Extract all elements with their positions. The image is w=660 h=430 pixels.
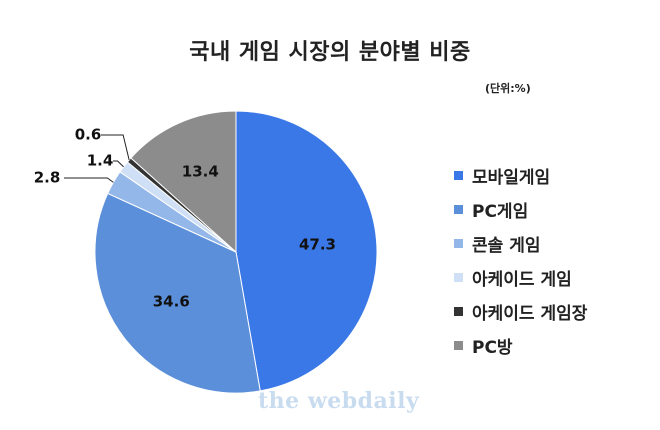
- legend-label: 콘솔 게임: [472, 235, 541, 256]
- pie-slices: [94, 110, 378, 394]
- leader-lines: [64, 134, 130, 183]
- legend-item-pc방: PC방: [454, 328, 587, 362]
- data-label-아케이드-게임장: 0.6: [75, 126, 102, 144]
- legend-swatch: [454, 272, 463, 282]
- chart-title: 국내 게임 시장의 분야별 비중: [189, 40, 471, 65]
- legend-swatch: [454, 306, 463, 316]
- legend-label: 모바일게임: [472, 167, 551, 188]
- leader-line-아케이드-게임: [113, 160, 124, 168]
- legend-label: PC방: [472, 337, 513, 358]
- legend-item-아케이드-게임장: 아케이드 게임장: [454, 294, 587, 328]
- legend-label: 아케이드 게임: [472, 269, 572, 290]
- leader-line-아케이드-게임장: [101, 134, 130, 161]
- legend-item-아케이드-게임: 아케이드 게임: [454, 260, 587, 294]
- data-label-모바일게임: 47.3: [299, 235, 336, 253]
- legend-item-콘솔-게임: 콘솔 게임: [454, 226, 587, 260]
- data-label-아케이드-게임: 1.4: [87, 152, 114, 170]
- data-label-pc게임: 34.6: [153, 292, 190, 310]
- legend-item-모바일게임: 모바일게임: [454, 158, 587, 192]
- legend-label: 아케이드 게임장: [472, 303, 588, 324]
- legend-swatch: [454, 340, 463, 350]
- pie-slice-pc방: [130, 110, 237, 254]
- unit-label: (단위:%): [485, 82, 531, 95]
- legend-swatch: [454, 170, 463, 180]
- data-labels: 47.3 34.6 2.8 1.4 0.6 13.4: [34, 126, 336, 311]
- legend-item-pc게임: PC게임: [454, 192, 587, 226]
- legend-label: PC게임: [472, 201, 529, 222]
- pie-slice-모바일게임: [235, 110, 378, 392]
- leader-line-콘솔-게임: [64, 177, 114, 183]
- watermark-logo: the webdaily: [258, 388, 420, 414]
- data-label-콘솔-게임: 2.8: [34, 169, 61, 187]
- data-label-pc방: 13.4: [182, 163, 219, 181]
- pie-slice-pc게임: [94, 192, 261, 394]
- legend-swatch: [454, 204, 463, 214]
- legend-swatch: [454, 238, 463, 248]
